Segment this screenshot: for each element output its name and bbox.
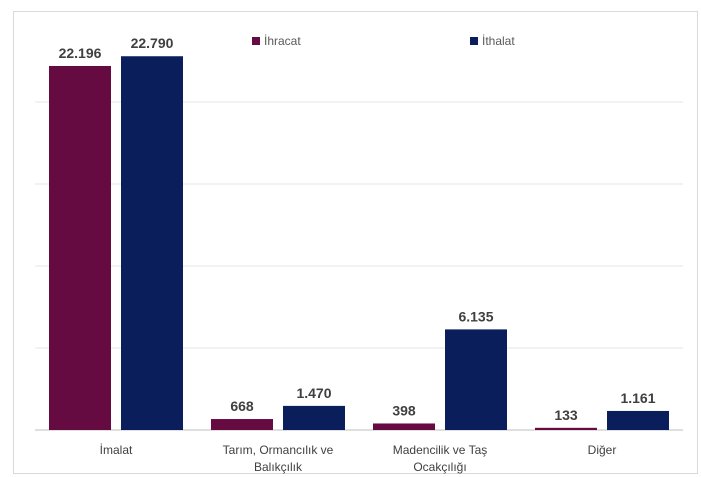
- legend-swatch-ithalat: [470, 37, 478, 45]
- legend-label-ihracat: İhracat: [264, 34, 301, 48]
- value-labels: 22.196 22.790 668 1.470 398 6.135 133 1.161: [59, 35, 656, 423]
- value-label: 22.196: [59, 45, 102, 61]
- category-labels: İmalat Tarım, Ormancılık ve Balıkçılık Made…: [100, 443, 617, 474]
- legend-item-ihracat: İhracat: [252, 34, 301, 48]
- legend-swatch-ihracat: [252, 37, 260, 45]
- legend-label-ithalat: İthalat: [482, 34, 515, 48]
- bar-ithalat-1: [283, 405, 345, 430]
- bar-ihracat-3: [535, 427, 597, 430]
- category-label: Tarım, Ormancılık ve: [223, 443, 334, 457]
- value-label: 133: [554, 407, 578, 423]
- bar-ithalat-0: [121, 56, 183, 431]
- category-label: Balıkçılık: [254, 460, 303, 474]
- value-label: 1.161: [620, 390, 655, 406]
- value-label: 22.790: [131, 35, 174, 51]
- category-label: Ocakçılığı: [413, 460, 466, 474]
- value-label: 6.135: [458, 308, 493, 324]
- category-label: Madencilik ve Taş: [393, 443, 488, 457]
- bar-ithalat-3: [607, 410, 669, 430]
- value-label: 1.470: [296, 385, 331, 401]
- category-label: İmalat: [100, 443, 133, 457]
- bar-ihracat-0: [49, 65, 111, 431]
- bar-ithalat-2: [445, 329, 507, 430]
- category-label: Diğer: [588, 443, 617, 457]
- legend-item-ithalat: İthalat: [470, 34, 515, 48]
- bars: [49, 56, 669, 431]
- value-label: 668: [230, 398, 254, 414]
- value-label: 398: [392, 402, 416, 418]
- bar-ihracat-1: [211, 419, 273, 430]
- bar-ihracat-2: [373, 423, 435, 430]
